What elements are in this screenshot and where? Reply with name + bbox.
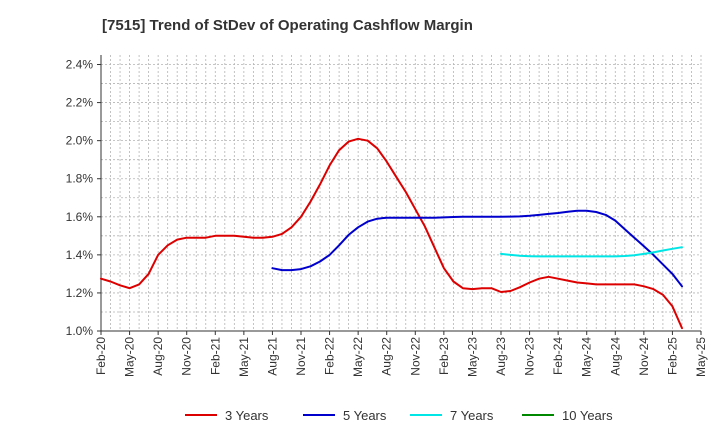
grid-lines bbox=[100, 55, 702, 332]
x-tick-label: Feb-23 bbox=[437, 337, 451, 375]
y-tick-label: 2.4% bbox=[66, 58, 94, 72]
series-group bbox=[100, 137, 683, 330]
legend-label: 10 Years bbox=[562, 408, 613, 423]
y-tick-label: 2.2% bbox=[66, 96, 94, 110]
x-tick-label: May-20 bbox=[123, 337, 137, 377]
x-tick-label: Nov-23 bbox=[523, 337, 537, 376]
x-tick-label: May-24 bbox=[580, 337, 594, 377]
x-tick-label: Aug-21 bbox=[265, 337, 279, 376]
plot-area bbox=[101, 55, 701, 331]
series-line-3-years bbox=[100, 137, 683, 330]
y-tick-label: 1.0% bbox=[66, 324, 94, 338]
series-line-7-years bbox=[500, 246, 683, 258]
x-tick-label: Nov-24 bbox=[637, 337, 651, 376]
y-tick-label: 2.0% bbox=[66, 134, 94, 148]
x-tick-label: Feb-20 bbox=[94, 337, 108, 375]
x-tick-label: May-25 bbox=[694, 337, 708, 377]
x-tick-label: Feb-24 bbox=[551, 337, 565, 375]
chart-title: [7515] Trend of StDev of Operating Cashf… bbox=[102, 17, 473, 34]
x-axis-ticks: Feb-20 May-20 Aug-20 Nov-20 Feb-21 May-21 Aug-… bbox=[94, 331, 708, 377]
y-tick-label: 1.8% bbox=[66, 172, 94, 186]
x-tick-label: May-21 bbox=[237, 337, 251, 377]
y-tick-label: 1.6% bbox=[66, 210, 94, 224]
x-tick-label: Aug-24 bbox=[608, 337, 622, 376]
y-axis-ticks: 1.0% 1.2% 1.4% 1.6% 1.8% 2.0% 2.2% 2.4% bbox=[66, 58, 101, 338]
x-tick-label: May-23 bbox=[465, 337, 479, 377]
x-tick-label: Aug-23 bbox=[494, 337, 508, 376]
x-tick-label: Feb-22 bbox=[323, 337, 337, 375]
x-tick-label: May-22 bbox=[351, 337, 365, 377]
legend-label: 3 Years bbox=[225, 408, 269, 423]
y-tick-label: 1.4% bbox=[66, 248, 94, 262]
x-tick-label: Aug-20 bbox=[151, 337, 165, 376]
x-tick-label: Feb-21 bbox=[208, 337, 222, 375]
x-tick-label: Feb-25 bbox=[665, 337, 679, 375]
x-tick-label: Nov-21 bbox=[294, 337, 308, 376]
legend-label: 5 Years bbox=[343, 408, 387, 423]
x-tick-label: Nov-22 bbox=[408, 337, 422, 376]
x-tick-label: Aug-22 bbox=[380, 337, 394, 376]
x-tick-label: Nov-20 bbox=[180, 337, 194, 376]
legend-label: 7 Years bbox=[450, 408, 494, 423]
series-line-5-years bbox=[271, 209, 683, 288]
legend: 3 Years 5 Years 7 Years 10 Years bbox=[185, 408, 613, 423]
axes bbox=[100, 55, 701, 332]
y-tick-label: 1.2% bbox=[66, 286, 94, 300]
